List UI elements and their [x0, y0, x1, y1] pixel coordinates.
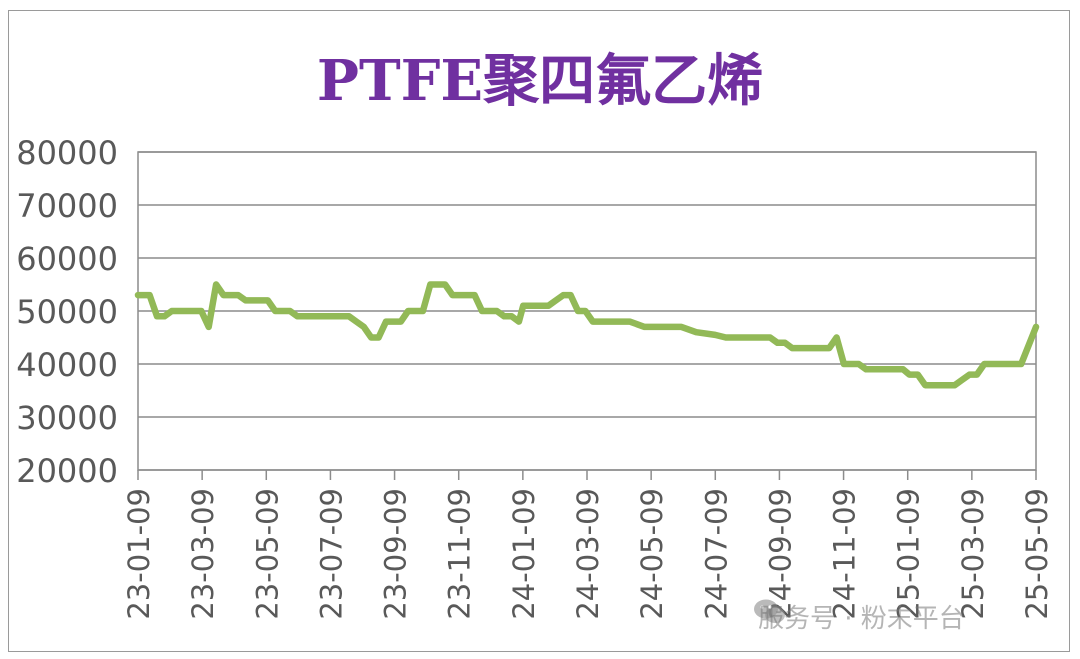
- x-tick-label: 25-01-09: [892, 488, 926, 620]
- chart-title: PTFE聚四氟乙烯: [316, 48, 764, 114]
- x-tick-label: 23-03-09: [186, 488, 220, 620]
- y-tick-label: 80000: [16, 134, 118, 172]
- x-tick-label: 24-03-09: [571, 488, 605, 620]
- x-tick-label: 24-11-09: [828, 488, 862, 620]
- y-tick-label: 50000: [16, 293, 118, 331]
- x-tick-label: 23-09-09: [379, 488, 413, 620]
- watermark-text: 服务号 · 粉末平台: [758, 604, 965, 634]
- y-tick-label: 60000: [16, 240, 118, 278]
- y-tick-label: 20000: [16, 452, 118, 490]
- x-tick-label: 24-01-09: [507, 488, 541, 620]
- x-tick-label: 25-03-09: [956, 488, 990, 620]
- x-tick-label: 24-09-09: [763, 488, 797, 620]
- x-tick-label: 25-05-09: [1020, 488, 1054, 620]
- wechat-icon: [754, 599, 785, 623]
- series-line: [134, 281, 1040, 389]
- x-tick-label: 23-07-09: [314, 488, 348, 620]
- x-tick-label: 24-07-09: [699, 488, 733, 620]
- y-tick-label: 30000: [16, 399, 118, 437]
- x-tick-label: 24-05-09: [635, 488, 669, 620]
- y-tick-label: 70000: [16, 187, 118, 225]
- x-tick-label: 23-11-09: [443, 488, 477, 620]
- chart-frame: [8, 10, 1070, 652]
- y-tick-label: 40000: [16, 346, 118, 384]
- x-tick-label: 23-05-09: [250, 488, 284, 620]
- x-tick-label: 23-01-09: [122, 488, 156, 620]
